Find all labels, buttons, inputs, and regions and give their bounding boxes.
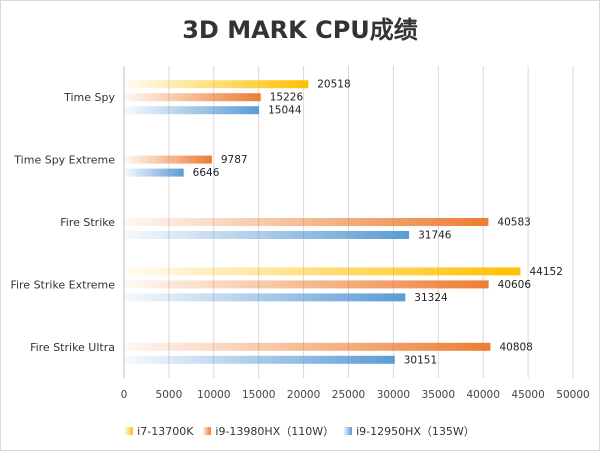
legend-label: i9-13980HX（110W） xyxy=(215,425,335,438)
x-tick-label: 25000 xyxy=(332,389,365,401)
chart-title: 3D MARK CPU成绩 xyxy=(182,16,418,44)
x-tick-label: 0 xyxy=(121,389,128,401)
bar xyxy=(124,80,309,89)
data-label: 6646 xyxy=(193,167,220,179)
legend: i7-13700K i9-13980HX（110W） i9-12950HX（135W… xyxy=(0,423,600,439)
x-tick-label: 5000 xyxy=(156,389,183,401)
bar xyxy=(124,267,521,276)
bar xyxy=(124,168,184,177)
data-label: 20518 xyxy=(317,79,350,91)
x-tick-label: 45000 xyxy=(511,389,544,401)
bar xyxy=(124,293,406,302)
bar xyxy=(124,93,261,102)
legend-swatch xyxy=(203,427,212,435)
data-label: 15226 xyxy=(270,92,304,104)
bars xyxy=(124,80,521,364)
bar xyxy=(124,218,489,226)
x-tick-label: 50000 xyxy=(556,389,589,401)
legend-item: i9-12950HX（135W） xyxy=(344,423,475,439)
data-label: 9787 xyxy=(221,154,248,166)
bar xyxy=(124,342,491,351)
bar xyxy=(124,155,212,164)
x-tick-label: 20000 xyxy=(287,389,320,401)
data-label: 40808 xyxy=(499,341,532,353)
data-label: 31324 xyxy=(414,292,448,304)
legend-swatch xyxy=(125,427,134,435)
bar xyxy=(124,106,260,115)
data-label: 44152 xyxy=(529,266,562,278)
x-tick-label: 10000 xyxy=(197,389,230,401)
category-label: Fire Strike Extreme xyxy=(10,278,115,291)
category-label: Fire Strike Ultra xyxy=(30,341,115,354)
data-label: 15044 xyxy=(268,105,302,117)
labels: 0 5000 10000 15000 20000 25000 30000 35000 40000… xyxy=(10,79,589,401)
legend-swatch xyxy=(344,427,353,435)
bar xyxy=(124,231,410,239)
x-tick-label: 15000 xyxy=(242,389,275,401)
x-tick-label: 30000 xyxy=(377,389,410,401)
data-label: 40583 xyxy=(497,217,530,229)
category-label: Time Spy xyxy=(63,91,115,104)
bar xyxy=(124,280,489,289)
category-label: Fire Strike xyxy=(60,216,115,229)
data-label: 40606 xyxy=(498,279,532,291)
legend-label: i7-13700K xyxy=(137,424,194,438)
legend-item: i9-13980HX（110W） xyxy=(203,423,334,439)
x-tick-label: 35000 xyxy=(422,389,455,401)
legend-label: i9-12950HX（135W） xyxy=(356,425,475,438)
data-label: 31746 xyxy=(418,230,452,242)
x-tick-label: 40000 xyxy=(466,389,499,401)
bar xyxy=(124,355,395,364)
category-label: Time Spy Extreme xyxy=(13,154,115,167)
legend-item: i7-13700K xyxy=(125,423,193,439)
data-label: 30151 xyxy=(404,354,437,366)
